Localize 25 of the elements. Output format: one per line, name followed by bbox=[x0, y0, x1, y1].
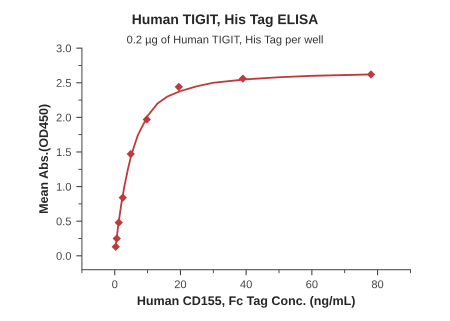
x-tick-label: 40 bbox=[240, 280, 252, 288]
y-axis-title: Mean Abs.(OD450) bbox=[38, 104, 50, 214]
point bbox=[174, 82, 183, 92]
y-tick-label: 2.0 bbox=[56, 114, 72, 122]
point bbox=[112, 234, 121, 243]
x-axis-title: Human CD155, Fc Tag Conc. (ng/mL) bbox=[138, 296, 355, 308]
x-tick-label: 0 bbox=[112, 280, 118, 288]
chart-title: Human TIGIT, His Tag ELISA bbox=[132, 14, 318, 28]
x-tick-label: 80 bbox=[372, 280, 384, 288]
point bbox=[238, 74, 248, 83]
point bbox=[142, 115, 151, 124]
point bbox=[126, 150, 135, 158]
x-tick-label: 60 bbox=[306, 280, 318, 288]
point bbox=[118, 193, 127, 202]
y-tick-label: 3.0 bbox=[56, 44, 72, 52]
y-tick-label: 2.5 bbox=[56, 79, 72, 87]
y-tick-label: 0.0 bbox=[56, 252, 72, 260]
y-tick-label: 1.5 bbox=[56, 148, 72, 156]
y-tick-label: 0.5 bbox=[56, 217, 72, 226]
point bbox=[114, 218, 123, 227]
point bbox=[112, 242, 120, 251]
x-tick-label: 20 bbox=[174, 280, 186, 288]
chart-subtitle: 0.2 µg of Human TIGIT, His Tag per well bbox=[127, 35, 323, 46]
y-tick-label: 1.0 bbox=[56, 182, 72, 191]
point bbox=[366, 70, 376, 79]
